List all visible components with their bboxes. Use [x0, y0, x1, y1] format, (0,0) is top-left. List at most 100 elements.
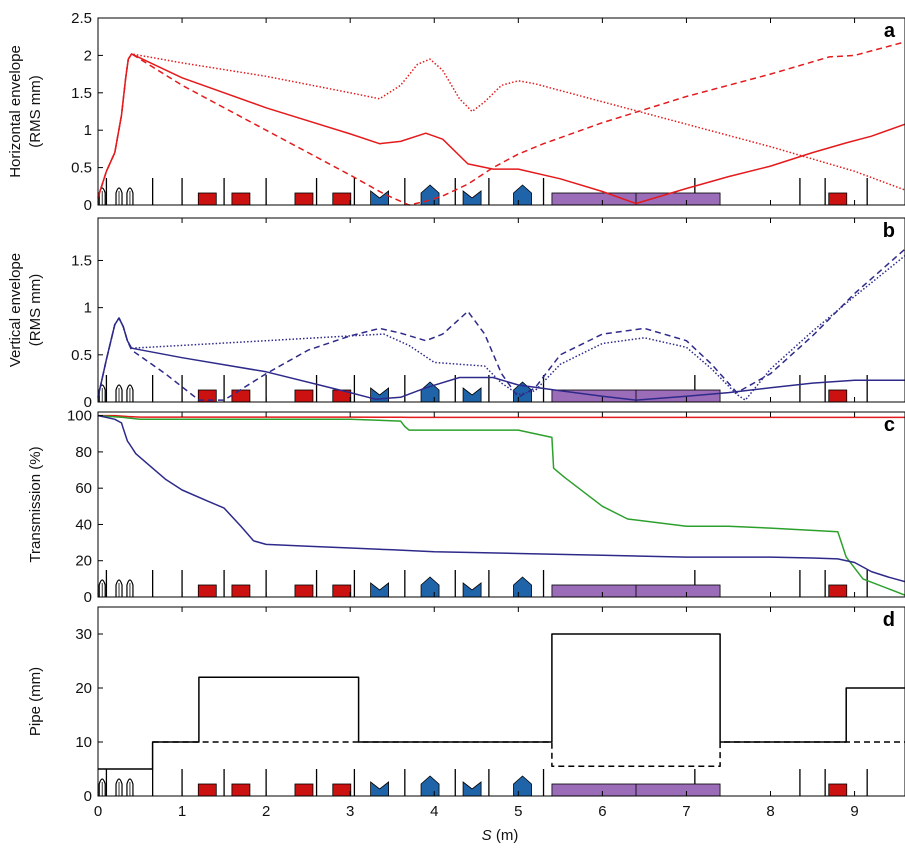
- y-tick-label: 1: [84, 122, 92, 139]
- y-axis-label-a: Horizontal envelope: [7, 45, 24, 178]
- y-axis-label-c: Transmission (%): [27, 446, 44, 562]
- plot-frame-b: [97, 217, 905, 403]
- lattice-defocusing-element: [370, 582, 390, 598]
- y-tick-label: 0: [84, 589, 92, 606]
- x-tick-label: 7: [682, 803, 690, 820]
- y-tick-label: 20: [75, 553, 92, 570]
- series-c-solid-0: [98, 414, 905, 419]
- y-tick-label: 60: [75, 480, 92, 497]
- plot-frame-a: [97, 17, 905, 206]
- panel-letter-d: d: [883, 609, 895, 631]
- x-axis-label: S (m): [482, 827, 519, 844]
- lattice-drift-marker: [115, 187, 123, 205]
- panel-a: 0 0.5 1 1.5 2 2.5 Horizontal envelope (RMS mm) a: [7, 10, 905, 214]
- x-tick-label: 3: [346, 803, 354, 820]
- lattice-quadrupole: [197, 192, 217, 206]
- lattice-quadrupole: [828, 389, 848, 403]
- lattice-quadrupole: [231, 192, 251, 206]
- lattice-quadrupole: [828, 584, 848, 598]
- series-b-solid-0: [97, 317, 905, 401]
- plot-frame-d: [97, 606, 905, 797]
- y-tick-label: 1: [84, 300, 92, 317]
- lattice-quadrupole: [828, 192, 848, 206]
- lattice-drift-marker: [98, 579, 106, 597]
- x-tick-label: 8: [766, 803, 774, 820]
- panel-b: 0 0.5 1 1.5 Vertical envelope (RMS mm) b: [7, 217, 905, 411]
- lattice-quadrupole: [231, 584, 251, 598]
- lattice-focusing-element: [513, 775, 532, 797]
- y-tick-label: 30: [75, 626, 92, 643]
- panel-letter-a: a: [884, 20, 896, 42]
- lattice-defocusing-element: [370, 190, 390, 206]
- lattice-drift-marker: [126, 187, 134, 205]
- y-tick-label: 0: [84, 788, 92, 805]
- series-a-dashed-1: [97, 41, 905, 206]
- series-d-solid-0: [98, 633, 905, 770]
- y-axis-label-b: (RMS mm): [27, 274, 44, 346]
- lattice-quadrupole: [828, 783, 848, 797]
- lattice-quadrupole: [332, 584, 352, 598]
- lattice-drift-marker: [115, 778, 123, 796]
- lattice-quadrupole: [294, 584, 314, 598]
- panel-letter-c: c: [884, 414, 895, 436]
- panel-d: 0 10 20 30 0 1 2 3 4 5 6 7 8 9 Pipe (mm) d: [27, 606, 905, 820]
- series-b-dotted-2: [97, 255, 905, 401]
- lattice-quadrupole: [197, 783, 217, 797]
- lattice-d: [98, 769, 868, 797]
- series-c-solid-2: [97, 414, 905, 583]
- x-tick-label: 6: [598, 803, 606, 820]
- x-tick-label: 4: [430, 803, 438, 820]
- x-tick-label: 5: [514, 803, 522, 820]
- lattice-b: [98, 375, 868, 403]
- lattice-quadrupole: [197, 584, 217, 598]
- lattice-defocusing-element: [462, 387, 482, 403]
- x-tick-label: 2: [262, 803, 270, 820]
- lattice-focusing-element: [420, 184, 440, 206]
- lattice-defocusing-element: [370, 781, 390, 797]
- lattice-quadrupole: [332, 192, 352, 206]
- x-tick-label: 1: [178, 803, 186, 820]
- lattice-a: [98, 178, 868, 206]
- y-tick-label: 100: [67, 408, 92, 425]
- y-tick-label: 0.5: [71, 347, 92, 364]
- lattice-drift-marker: [115, 579, 123, 597]
- lattice-defocusing-element: [462, 582, 482, 598]
- lattice-defocusing-element: [462, 190, 482, 206]
- y-tick-label: 2: [84, 47, 92, 64]
- lattice-quadrupole: [294, 389, 314, 403]
- series-c-solid-1: [97, 414, 905, 596]
- lattice-quadrupole: [231, 783, 251, 797]
- x-tick-label: 9: [850, 803, 858, 820]
- series-a-dotted-2: [97, 53, 905, 198]
- y-tick-label: 0: [84, 197, 92, 214]
- lattice-focusing-element: [513, 576, 532, 598]
- y-tick-label: 1.5: [71, 252, 92, 269]
- lattice-c: [98, 570, 868, 598]
- panel-letter-b: b: [883, 220, 895, 242]
- lattice-focusing-element: [420, 775, 440, 797]
- lattice-quadrupole: [294, 783, 314, 797]
- y-axis-label-b: Vertical envelope: [7, 253, 24, 367]
- lattice-defocusing-element: [462, 781, 482, 797]
- lattice-focusing-element: [420, 576, 440, 598]
- y-tick-label: 1.5: [71, 85, 92, 102]
- x-tick-label: 0: [94, 803, 102, 820]
- y-axis-label-d: Pipe (mm): [27, 667, 44, 736]
- lattice-drift-marker: [126, 778, 134, 796]
- lattice-quadrupole: [231, 389, 251, 403]
- lattice-quadrupole: [332, 783, 352, 797]
- y-axis-label-a: (RMS mm): [27, 75, 44, 147]
- lattice-drift-marker: [98, 778, 106, 796]
- plot-frame-c: [97, 411, 905, 598]
- y-tick-label: 0: [84, 394, 92, 411]
- y-tick-label: 80: [75, 444, 92, 461]
- y-tick-label: 40: [75, 516, 92, 533]
- series-d-dashed-1: [152, 741, 905, 768]
- lattice-defocusing-element: [370, 387, 390, 403]
- series-b-dashed-1: [97, 248, 905, 401]
- lattice-quadrupole: [294, 192, 314, 206]
- series-a-solid-0: [97, 53, 905, 205]
- lattice-drift-marker: [115, 384, 123, 402]
- lattice-drift-marker: [126, 384, 134, 402]
